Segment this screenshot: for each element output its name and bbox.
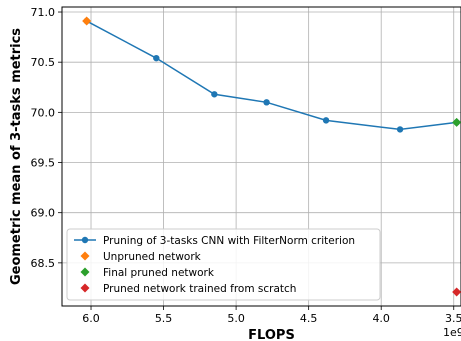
axis-ticks: 6.0 5.5 5.0 4.5 4.0 3.5 68.5 69.0 69.5 70.0 70.5 71… [31,6,461,325]
x-tick-label: 6.0 [82,312,100,325]
y-tick-label: 69.0 [31,207,56,220]
legend: Pruning of 3-tasks CNN with FilterNorm c… [66,228,381,301]
x-tick-label: 4.0 [372,312,390,325]
diamond-marker-3 [452,287,461,297]
legend-swatch-marker [80,251,90,261]
data-point [322,117,330,124]
series [82,16,461,297]
data-point [263,99,270,106]
x-tick-label: 5.0 [227,312,245,325]
legend-swatch-marker [81,236,89,244]
legend-entry-label: Pruned network trained from scratch [103,283,296,295]
y-tick-label: 68.5 [31,257,56,270]
x-axis-label: FLOPS [248,328,295,341]
x-tick-label: 4.5 [300,312,318,325]
legend-box [66,228,381,301]
x-axis-offset-label: 1e9 [443,326,461,339]
diamond-marker-2 [452,117,461,127]
data-point [153,54,160,62]
data-point [396,126,404,133]
plot-area [61,6,461,307]
y-tick-label: 71.0 [31,6,56,19]
y-axis-label: Geometric mean of 3-tasks metrics [9,28,24,285]
x-tick-label: 5.5 [155,312,173,325]
legend-entry-label: Pruning of 3-tasks CNN with FilterNorm c… [103,235,355,247]
series-line-0 [86,20,457,131]
data-point [211,91,218,98]
legend-entry-label: Unpruned network [103,251,202,263]
legend-swatch-marker [80,267,90,277]
x-tick-label: 3.5 [445,312,461,325]
legend-swatch-marker [80,283,90,293]
y-tick-label: 69.5 [31,157,56,170]
y-tick-label: 70.5 [31,56,56,69]
diamond-marker-1 [82,16,92,26]
y-tick-label: 70.0 [31,106,56,119]
legend-entry-label: Final pruned network [103,267,215,279]
